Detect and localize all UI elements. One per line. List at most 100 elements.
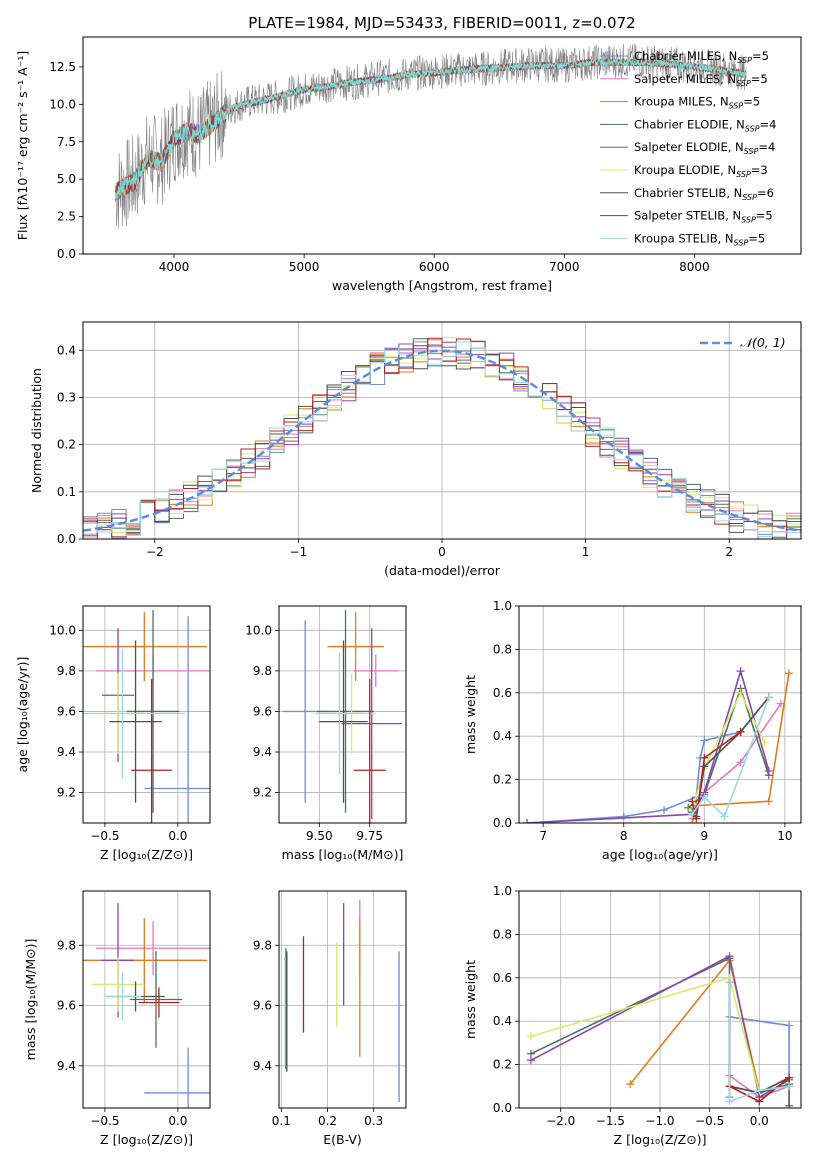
spectrum-ytick-label: 2.5 (57, 210, 76, 224)
weight-marker (755, 1097, 764, 1106)
weight_vs_Z-xtick-label: −1.0 (645, 1114, 674, 1128)
legend-label-text: Salpeter MILES, N (634, 72, 736, 86)
legend-label-sub: SSP (736, 170, 751, 179)
weight-marker (736, 727, 745, 736)
weight-marker (755, 1086, 764, 1095)
weight_vs_Z-ytick-label: 0.2 (493, 1058, 512, 1072)
age_vs_Z-ytick-label: 9.2 (57, 786, 76, 800)
spectrum-ylabel: Flux [fλ10⁻¹⁷ erg cm⁻² s⁻¹ A⁻¹] (15, 51, 30, 240)
age_vs_mass-xlabel: mass [log₁₀(M/M⊙)] (282, 847, 404, 862)
weight-marker (785, 1082, 794, 1091)
mass_vs_Z-points (83, 903, 210, 1108)
weight-marker (688, 797, 697, 806)
age_vs_mass-ytick-label: 10.0 (245, 623, 272, 637)
spectrum-ytick-label: 7.5 (57, 135, 76, 149)
age_vs_mass-ytick-label: 9.4 (253, 745, 272, 759)
age_vs_Z-ytick-label: 9.6 (57, 704, 76, 718)
weight_vs_age-xtick-label: 9 (700, 829, 708, 843)
weight-marker (784, 669, 793, 678)
spectrum-ytick-label: 12.5 (49, 60, 76, 74)
weight_vs_Z-ylabel: mass weight (463, 960, 478, 1039)
spectrum-ytick-label: 5.0 (57, 172, 76, 186)
legend-label: Chabrier STELIB, NSSP=6 (634, 186, 774, 202)
legend-label-suffix: =5 (748, 231, 765, 245)
weight_vs_Z-frame (518, 890, 802, 1109)
legend-label-suffix: =4 (758, 140, 775, 154)
residuals-ytick-label: 0.0 (57, 532, 76, 546)
legend-label-sub: SSP (745, 124, 760, 133)
weight_vs_age-ytick-label: 0.4 (493, 729, 512, 743)
weight-marker (764, 797, 773, 806)
weight-marker (736, 667, 745, 676)
weight-marker (688, 810, 697, 819)
weight_vs_Z-ytick-label: 0.4 (493, 1014, 512, 1028)
age_vs_mass-xtick-label: 9.50 (306, 829, 333, 843)
mass_vs_Z-xtick-label: 0.0 (168, 1114, 187, 1128)
spectrum-title: PLATE=1984, MJD=53433, FIBERID=0011, z=0… (248, 14, 635, 32)
spectrum-ytick-label: 0.0 (57, 247, 76, 261)
mass_vs_Z-ytick-label: 9.4 (57, 1059, 76, 1073)
legend-label-text: Kroupa MILES, N (634, 95, 729, 109)
residuals-xtick-label: 0 (438, 545, 446, 559)
legend-label-sub: SSP (729, 102, 744, 111)
spectrum-xtick-label: 8000 (679, 260, 710, 274)
residuals-xtick-label: 2 (725, 545, 733, 559)
legend-label: Kroupa ELODIE, NSSP=3 (634, 163, 768, 179)
weight_vs_Z-lines (526, 952, 794, 1108)
spectrum-xtick-label: 5000 (289, 260, 320, 274)
age_vs_mass-ytick-label: 9.2 (253, 786, 272, 800)
mass_vs_Z-ytick-label: 9.6 (57, 999, 76, 1013)
best-model-spectrum-line (114, 57, 747, 200)
weight_vs_Z-xtick-label: 0.0 (750, 1114, 769, 1128)
weight-marker (725, 978, 734, 987)
mass_vs_EBV-xtick-label: 0.2 (318, 1114, 337, 1128)
age_vs_Z-axes: −0.5 0.0 9.2 9.4 9.6 9.8 10.0 Z [log₁₀(Z/Z⊙)] ag… (15, 606, 210, 862)
legend-label: Kroupa MILES, NSSP=5 (634, 95, 760, 111)
age_vs_mass-axes: 9.50 9.75 9.2 9.4 9.6 9.8 10.0 mass [log₁₀(M/M⊙… (245, 606, 406, 862)
weight-marker (760, 738, 769, 747)
residuals-ytick-label: 0.3 (57, 390, 76, 404)
age_vs_Z-xlabel: Z [log₁₀(Z/Z⊙)] (100, 847, 193, 862)
mass_vs_EBV-ytick-label: 9.6 (253, 999, 272, 1013)
weight-marker (785, 1021, 794, 1030)
age_vs_Z-ytick-label: 9.8 (57, 664, 76, 678)
weight_vs_age-xtick-label: 8 (620, 829, 628, 843)
weight-marker (626, 1080, 635, 1089)
age_vs_mass-ytick-label: 9.8 (253, 664, 272, 678)
legend-label: Kroupa STELIB, NSSP=5 (634, 231, 765, 247)
mass_vs_Z-frame (82, 890, 211, 1109)
weight_vs_age-xlabel: age [log₁₀(age/yr)] (602, 847, 718, 862)
residuals-axes: −2 −1 0 1 2 0.0 0.1 0.2 0.3 0.4 (data-model)/error… (29, 322, 801, 578)
legend-label-text: Chabrier STELIB, N (634, 186, 742, 200)
legend-label-sub: SSP (736, 79, 751, 88)
legend-label-text: Kroupa STELIB, N (634, 231, 734, 245)
legend-label-text: Chabrier ELODIE, N (634, 117, 745, 131)
legend-label-sub: SSP (737, 56, 752, 65)
legend-label-text: Salpeter ELODIE, N (634, 140, 744, 154)
weight-marker (785, 1073, 794, 1082)
mass_vs_Z-axes: −0.5 0.0 9.4 9.6 9.8 Z [log₁₀(Z/Z⊙)] mass [log… (23, 891, 210, 1147)
mass_vs_EBV-xlabel: E(B-V) (323, 1132, 362, 1147)
weight_vs_age-ytick-label: 0.2 (493, 773, 512, 787)
weight-marker (692, 814, 701, 823)
weight-marker (725, 952, 734, 961)
legend-label-suffix: =5 (743, 95, 760, 109)
residuals-xtick-label: 1 (582, 545, 590, 559)
residuals-ylabel: Normed distribution (29, 368, 44, 493)
legend-label-suffix: =5 (752, 49, 769, 63)
residuals-xtick-label: −2 (146, 545, 164, 559)
spectrum-xtick-label: 6000 (419, 260, 450, 274)
legend-label-sub: SSP (734, 238, 749, 247)
residuals-ytick-label: 0.4 (57, 343, 76, 357)
mass_vs_Z-xlabel: Z [log₁₀(Z/Z⊙)] (100, 1132, 193, 1147)
weight_vs_age-ytick-label: 0.0 (493, 816, 512, 830)
mass_vs_EBV-axes: 0.1 0.2 0.3 9.4 9.6 9.8 E(B-V) (253, 891, 406, 1147)
weight-marker (619, 812, 628, 821)
weight-marker (526, 1032, 535, 1041)
mass_vs_Z-ylabel: mass [log₁₀(M/M⊙)] (23, 939, 38, 1061)
age_vs_Z-xtick-label: 0.0 (168, 829, 187, 843)
weight_vs_age-ytick-label: 1.0 (493, 599, 512, 613)
residuals-xtick-label: −1 (290, 545, 308, 559)
mass_vs_Z-ytick-label: 9.8 (57, 938, 76, 952)
legend-label: Chabrier MILES, NSSP=5 (634, 49, 769, 65)
